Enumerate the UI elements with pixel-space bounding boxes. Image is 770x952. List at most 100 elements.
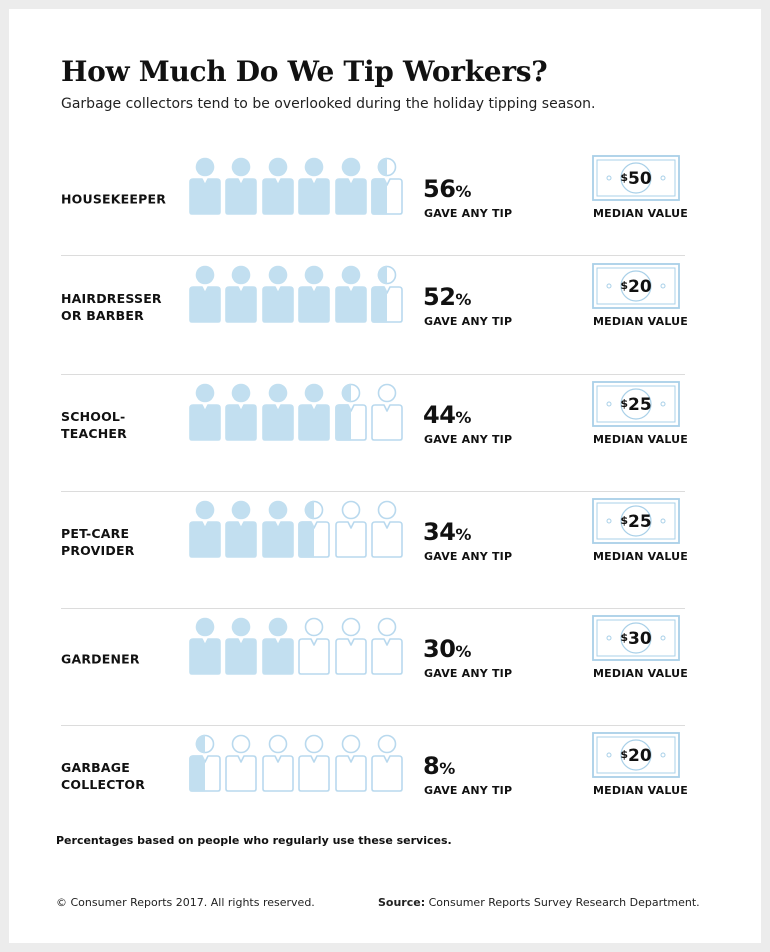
occupation-label: HOUSEKEEPER	[61, 191, 167, 207]
percent-number: 34	[423, 518, 456, 546]
row-divider	[61, 255, 685, 256]
percent-value: 34%	[423, 518, 471, 546]
person-icon	[262, 500, 294, 558]
percent-value: 56%	[423, 175, 471, 203]
row-divider	[61, 725, 685, 726]
row-divider	[61, 608, 685, 609]
dollar-bill-icon: $20	[592, 732, 680, 778]
infographic-card: How Much Do We Tip Workers? Garbage coll…	[9, 9, 761, 943]
person-icon	[298, 617, 330, 675]
tip-row: GARDENER 30% GAVE ANY TIP $30 MEDIAN VALUE	[9, 609, 761, 726]
person-icon	[371, 265, 403, 323]
percent-sign: %	[455, 525, 472, 544]
person-icon	[189, 734, 221, 792]
source-note: Source: Consumer Reports Survey Research…	[378, 896, 700, 909]
percent-value: 30%	[423, 635, 471, 663]
median-amount: $25	[620, 512, 651, 532]
gave-any-tip-label: GAVE ANY TIP	[424, 550, 513, 563]
person-icon	[335, 734, 367, 792]
person-icon	[225, 157, 257, 215]
median-amount: $20	[620, 746, 651, 766]
percent-sign: %	[455, 182, 472, 201]
person-icon	[225, 734, 257, 792]
person-icon	[262, 157, 294, 215]
person-icon	[335, 500, 367, 558]
chart-subtitle: Garbage collectors tend to be overlooked…	[61, 96, 596, 112]
occupation-label: GARBAGE COLLECTOR	[61, 760, 146, 792]
footnote: Percentages based on people who regularl…	[56, 834, 452, 847]
gave-any-tip-label: GAVE ANY TIP	[424, 207, 513, 220]
person-icon	[189, 157, 221, 215]
person-icon	[298, 157, 330, 215]
person-icon	[298, 265, 330, 323]
person-icon-row	[189, 617, 409, 677]
person-icon	[189, 265, 221, 323]
person-icon-row	[189, 734, 409, 794]
median-amount: $25	[620, 395, 651, 415]
person-icon	[371, 383, 403, 441]
percent-sign: %	[455, 408, 472, 427]
percent-sign: %	[455, 290, 472, 309]
person-icon	[371, 157, 403, 215]
percent-sign: %	[439, 759, 456, 778]
median-value-label: MEDIAN VALUE	[593, 207, 688, 220]
person-icon	[335, 383, 367, 441]
person-icon	[371, 617, 403, 675]
source-text: Consumer Reports Survey Research Departm…	[428, 896, 700, 909]
tip-row: PET-CARE PROVIDER 34% GAVE ANY TIP $25 MEDIAN…	[9, 492, 761, 609]
person-icon	[262, 734, 294, 792]
person-icon	[298, 734, 330, 792]
source-label: Source:	[378, 896, 426, 909]
percent-number: 30	[423, 635, 456, 663]
dollar-bill-icon: $30	[592, 615, 680, 661]
person-icon	[225, 500, 257, 558]
gave-any-tip-label: GAVE ANY TIP	[424, 315, 513, 328]
person-icon	[262, 617, 294, 675]
percent-number: 8	[423, 752, 440, 780]
person-icon	[298, 383, 330, 441]
median-amount: $50	[620, 169, 651, 189]
person-icon	[371, 500, 403, 558]
person-icon	[335, 157, 367, 215]
person-icon	[335, 265, 367, 323]
person-icon	[262, 265, 294, 323]
gave-any-tip-label: GAVE ANY TIP	[424, 433, 513, 446]
dollar-bill-icon: $25	[592, 498, 680, 544]
person-icon-row	[189, 157, 409, 217]
person-icon	[189, 500, 221, 558]
person-icon	[335, 617, 367, 675]
median-value-label: MEDIAN VALUE	[593, 550, 688, 563]
person-icon	[371, 734, 403, 792]
median-value-label: MEDIAN VALUE	[593, 667, 688, 680]
person-icon	[225, 617, 257, 675]
tip-row: SCHOOL- TEACHER 44% GAVE ANY TIP $25 MEDIAN V…	[9, 375, 761, 492]
percent-value: 8%	[423, 752, 455, 780]
gave-any-tip-label: GAVE ANY TIP	[424, 667, 513, 680]
copyright: © Consumer Reports 2017. All rights rese…	[56, 896, 315, 909]
row-divider	[61, 374, 685, 375]
person-icon-row	[189, 265, 409, 325]
row-divider	[61, 491, 685, 492]
percent-sign: %	[455, 642, 472, 661]
percent-number: 52	[423, 283, 456, 311]
person-icon	[189, 617, 221, 675]
dollar-bill-icon: $25	[592, 381, 680, 427]
tip-row: HOUSEKEEPER 56% GAVE ANY TIP $50 MEDIAN VALU…	[9, 149, 761, 256]
median-amount: $30	[620, 629, 651, 649]
occupation-label: HAIRDRESSER OR BARBER	[61, 291, 162, 323]
occupation-label: PET-CARE PROVIDER	[61, 526, 135, 558]
dollar-bill-icon: $50	[592, 155, 680, 201]
gave-any-tip-label: GAVE ANY TIP	[424, 784, 513, 797]
person-icon	[298, 500, 330, 558]
person-icon	[262, 383, 294, 441]
median-amount: $20	[620, 277, 651, 297]
median-value-label: MEDIAN VALUE	[593, 784, 688, 797]
percent-value: 52%	[423, 283, 471, 311]
tip-row: GARBAGE COLLECTOR 8% GAVE ANY TIP $20 MEDIAN …	[9, 726, 761, 843]
person-icon-row	[189, 383, 409, 443]
median-value-label: MEDIAN VALUE	[593, 315, 688, 328]
tip-row: HAIRDRESSER OR BARBER 52% GAVE ANY TIP $20 ME…	[9, 257, 761, 375]
occupation-label: GARDENER	[61, 651, 140, 667]
person-icon	[225, 383, 257, 441]
chart-title: How Much Do We Tip Workers?	[61, 55, 548, 88]
